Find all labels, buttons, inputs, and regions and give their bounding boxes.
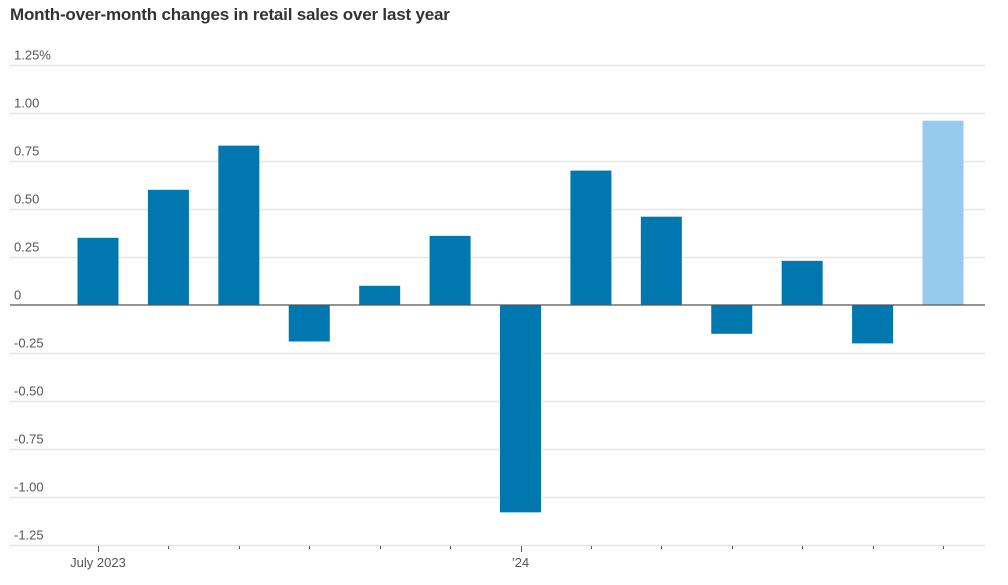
bar — [218, 145, 260, 305]
bar — [922, 120, 964, 306]
y-tick-label: 1.00 — [14, 96, 39, 111]
x-axis-ticks — [98, 546, 944, 552]
bar — [359, 285, 401, 305]
bar — [500, 305, 541, 513]
bars — [77, 120, 964, 513]
bar — [147, 189, 189, 305]
bar — [77, 237, 119, 305]
bar — [711, 305, 753, 334]
y-tick-label: -1.00 — [14, 480, 44, 495]
y-tick-label: 0.25 — [14, 240, 39, 255]
gridlines — [10, 64, 985, 547]
x-axis-labels: July 2023 ’24 — [70, 555, 529, 570]
chart-title: Month-over-month changes in retail sales… — [10, 5, 450, 24]
y-tick-label: -1.25 — [14, 528, 44, 543]
bar — [570, 170, 612, 305]
y-tick-label: 1.25% — [14, 48, 51, 63]
y-tick-label: 0.75 — [14, 144, 39, 159]
y-tick-label: 0.50 — [14, 192, 39, 207]
y-tick-label: 0 — [14, 288, 21, 303]
y-tick-label: -0.75 — [14, 432, 44, 447]
x-tick-label: ’24 — [512, 555, 529, 570]
bar — [429, 235, 471, 305]
y-tick-label: -0.50 — [14, 384, 44, 399]
bar — [288, 305, 330, 342]
bar — [852, 305, 894, 344]
x-tick-label: July 2023 — [70, 555, 126, 570]
y-tick-label: -0.25 — [14, 336, 44, 351]
y-axis-labels: 1.25% 1.00 0.75 0.50 0.25 0 -0.25 -0.50 -0.75 -1.… — [14, 48, 51, 543]
bar — [640, 216, 682, 305]
bar — [781, 260, 823, 305]
